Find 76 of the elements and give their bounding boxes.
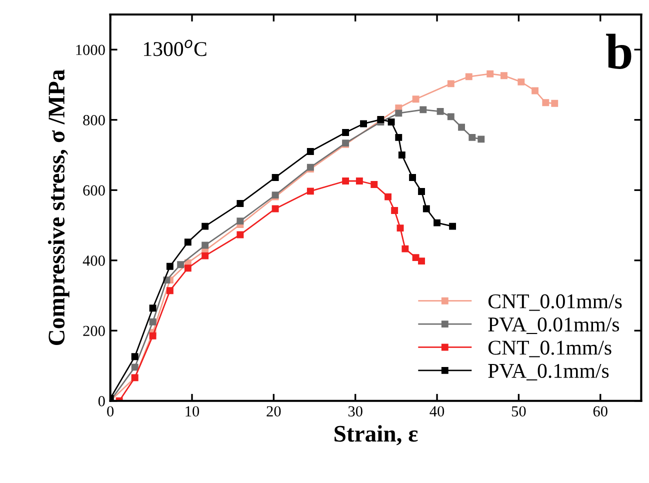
point (272, 205, 279, 212)
point (184, 264, 192, 272)
y-tick-label: 200 (83, 326, 105, 336)
x-tick-label: 60 (593, 406, 608, 417)
point (166, 287, 174, 294)
point (532, 87, 539, 94)
point (236, 231, 244, 238)
y-tick-label: 800 (83, 115, 105, 126)
point (447, 80, 454, 88)
annotation: b (606, 34, 632, 69)
point (398, 152, 406, 158)
point (272, 174, 279, 181)
point (342, 129, 350, 136)
point (306, 148, 314, 155)
y-tick-label: 0 (98, 396, 105, 406)
x-tick-label: 40 (430, 406, 444, 417)
point (202, 242, 209, 249)
y-tick-label: 600 (83, 185, 105, 196)
point (356, 178, 363, 184)
point (412, 254, 420, 262)
x-tick-label: 10 (186, 406, 200, 417)
point (458, 124, 465, 131)
point (202, 222, 209, 230)
y-axis-title: Compressive stress, σ /MPa (48, 70, 70, 346)
point (518, 78, 525, 86)
point (465, 73, 472, 80)
x-tick-label: 20 (266, 406, 281, 417)
point (177, 261, 184, 268)
point (436, 108, 444, 115)
point (149, 318, 156, 326)
point (486, 70, 494, 78)
legend-label: PVA_0.01mm/s (488, 317, 620, 334)
point (236, 200, 244, 207)
y-tick-label: 400 (82, 256, 105, 266)
point (542, 99, 550, 106)
point (384, 193, 392, 200)
legend-label: CNT_0.1mm/s (488, 340, 612, 358)
x-tick-label: 30 (348, 406, 362, 417)
point (166, 262, 174, 270)
point (306, 188, 314, 195)
point (184, 238, 192, 246)
point (342, 178, 350, 184)
point (149, 304, 156, 312)
point (388, 118, 395, 126)
point (468, 134, 476, 141)
point (202, 252, 209, 260)
point (418, 188, 425, 196)
point (422, 205, 430, 212)
point (409, 174, 416, 181)
x-axis-title: Strain, ε (334, 425, 418, 446)
point (449, 222, 456, 230)
legend-label: PVA_0.1mm/s (488, 364, 609, 380)
x-tick-label: 50 (512, 406, 526, 417)
legend-label: CNT_0.01mm/s (488, 294, 622, 311)
point (149, 332, 156, 340)
point (402, 245, 409, 252)
y-tick-label: 1000 (76, 44, 105, 56)
point (391, 207, 398, 214)
point (131, 353, 138, 360)
point (500, 72, 508, 80)
point (236, 218, 244, 225)
point (395, 134, 402, 141)
point (131, 364, 138, 371)
point (447, 113, 454, 120)
point (412, 96, 420, 103)
point (478, 136, 485, 143)
point (551, 100, 558, 107)
x-tick-label: 0 (107, 406, 114, 417)
point (396, 224, 404, 232)
point (420, 106, 427, 114)
point (434, 219, 440, 226)
point (418, 258, 425, 265)
annotation: 1300$^{o}$C (144, 40, 206, 56)
point (370, 181, 378, 188)
point (360, 120, 367, 128)
point (395, 110, 402, 117)
